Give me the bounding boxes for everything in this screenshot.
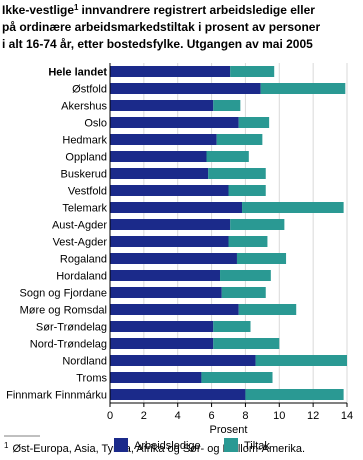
bar-segment [110, 355, 256, 366]
bar-segment [221, 287, 266, 298]
y-tick-label: Rogaland [60, 254, 107, 266]
x-tick-label: 0 [107, 410, 113, 422]
legend-swatch [114, 438, 128, 452]
bar-segment [228, 185, 266, 196]
y-tick-label: Nordland [62, 356, 107, 368]
bar-segment [110, 100, 214, 111]
bar-segment [230, 219, 285, 230]
y-tick-label: Sogn og Fjordane [20, 288, 107, 300]
y-tick-label: Finnmark Finnmárku [6, 390, 107, 402]
legend-swatch [224, 438, 238, 452]
bar-segment [208, 168, 266, 179]
y-tick-label: Telemark [62, 203, 107, 215]
bar-segment [110, 372, 202, 383]
legend-label: Arbeidsledige [134, 440, 201, 452]
bar-segment [238, 304, 297, 315]
bar-segment [236, 253, 287, 264]
x-tick-label: 12 [307, 410, 319, 422]
x-tick-label: 10 [273, 410, 285, 422]
y-tick-label: Oppland [65, 152, 107, 164]
y-tick-label: Troms [76, 373, 107, 385]
y-tick-label: Østfold [72, 84, 107, 96]
bar-segment [230, 66, 275, 77]
y-tick-label: Buskerud [61, 169, 107, 181]
bar-segment [110, 338, 214, 349]
title-line: på ordinære arbeidsmarkedstiltak i prose… [2, 20, 320, 34]
bar-segment [110, 321, 214, 332]
y-tick-label: Nord-Trøndelag [30, 339, 107, 351]
bar-segment [110, 66, 231, 77]
bar-segment [110, 219, 231, 230]
y-tick-label: Hordaland [56, 271, 107, 283]
bar-segment [110, 287, 222, 298]
title-line: Ikke-vestlige [2, 3, 74, 17]
bar-segment [110, 236, 229, 247]
bar-segment [255, 355, 347, 366]
legend-label: Tiltak [244, 440, 270, 452]
y-tick-label: Møre og Romsdal [20, 305, 107, 317]
bar-segment [242, 202, 344, 213]
y-tick-label: Aust-Agder [52, 220, 107, 232]
y-tick-label: Hedmark [62, 135, 107, 147]
bar-segment [260, 83, 346, 94]
x-tick-label: 14 [341, 410, 353, 422]
bar-segment [110, 202, 243, 213]
bar-segment [110, 304, 239, 315]
x-axis-label: Prosent [210, 424, 248, 436]
bar-segment [206, 151, 249, 162]
y-tick-label: Sør-Trøndelag [36, 322, 107, 334]
title-mark: 1 [74, 3, 79, 12]
bar-segment [213, 338, 280, 349]
x-tick-label: 8 [242, 410, 248, 422]
bar-segment [110, 134, 217, 145]
title-line: innvandrere registrert arbeidsledige ell… [82, 3, 316, 17]
plot-area [110, 63, 347, 403]
bar-segment [110, 389, 246, 400]
y-tick-label: Hele landet [48, 67, 107, 79]
bar-segment [110, 151, 207, 162]
bar-segment [245, 389, 344, 400]
y-tick-label: Vest-Agder [53, 237, 108, 249]
title-line: i alt 16-74 år, etter bostedsfylke. Utga… [2, 37, 313, 51]
bar-segment [110, 270, 221, 281]
x-tick-label: 2 [141, 410, 147, 422]
bar-segment [201, 372, 273, 383]
bar-segment [220, 270, 271, 281]
bar-segment [110, 168, 209, 179]
y-tick-label: Akershus [61, 101, 107, 113]
footnote-mark: 1 [4, 441, 9, 450]
bar-segment [216, 134, 263, 145]
bar-segment [110, 185, 229, 196]
chart-title: Ikke-vestlige1 innvandrere registrert arb… [2, 3, 315, 17]
x-tick-label: 4 [175, 410, 181, 422]
bar-segment [228, 236, 268, 247]
bar-segment [110, 117, 239, 128]
bar-segment [213, 321, 251, 332]
y-tick-label: Oslo [84, 118, 107, 130]
bar-segment [110, 83, 261, 94]
bar-segment [213, 100, 241, 111]
bar-segment [238, 117, 270, 128]
bar-segment [110, 253, 237, 264]
x-tick-label: 6 [209, 410, 215, 422]
y-tick-label: Vestfold [68, 186, 107, 198]
